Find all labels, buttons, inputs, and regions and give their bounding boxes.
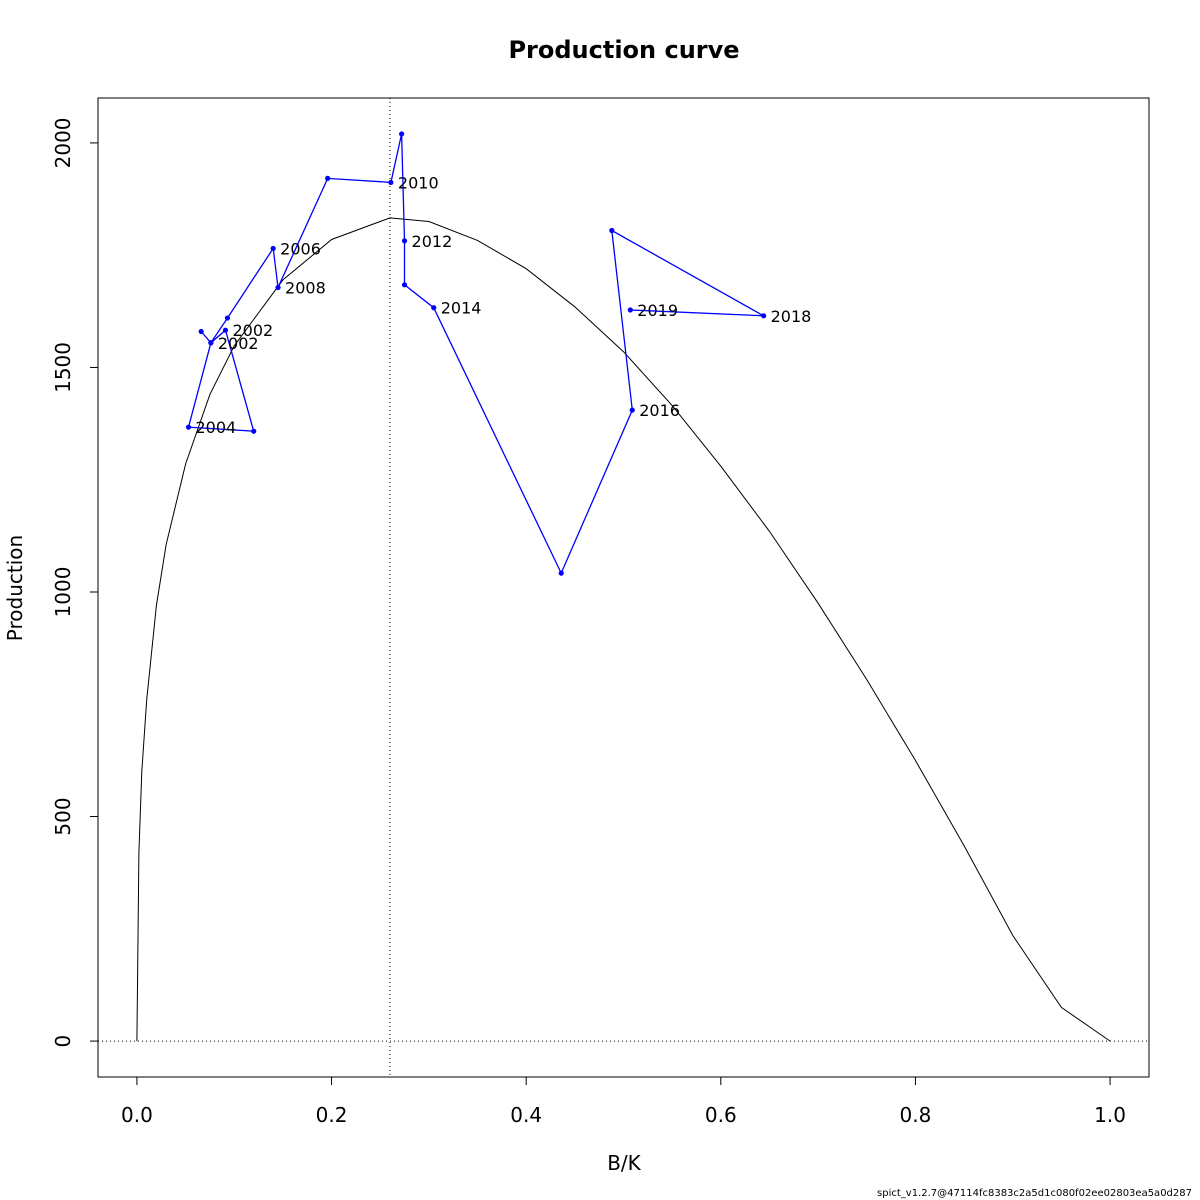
point-label-2014: 2014 xyxy=(441,299,482,318)
x-axis: 0.0 0.2 0.4 0.6 0.8 1.0 xyxy=(121,1076,1126,1127)
plot-frame xyxy=(97,97,1150,1078)
point-label-2018: 2018 xyxy=(771,307,812,326)
y-axis-label: Production xyxy=(3,535,27,641)
x-tick-label-1: 0.2 xyxy=(316,1103,348,1127)
data-point-11 xyxy=(399,131,405,137)
data-point-10 xyxy=(388,179,394,186)
data-point-12 xyxy=(401,238,408,244)
point-label-2010: 2010 xyxy=(398,173,439,192)
point-label-2012: 2012 xyxy=(412,232,453,251)
data-point-14 xyxy=(431,305,437,311)
x-axis-label: B/K xyxy=(607,1151,641,1175)
y-tick-label-2: 1000 xyxy=(51,567,75,618)
data-point-2 xyxy=(222,327,229,333)
point-label-2016: 2016 xyxy=(639,401,680,420)
data-point-6 xyxy=(224,315,231,321)
x-tick-label-5: 1.0 xyxy=(1094,1103,1126,1127)
data-point-7 xyxy=(270,245,276,252)
point-label-2008: 2008 xyxy=(285,279,326,298)
y-tick-label-0: 0 xyxy=(51,1035,75,1048)
data-point-18 xyxy=(761,313,767,319)
y-tick-label-1: 500 xyxy=(51,797,75,835)
reference-lines xyxy=(98,98,1149,1077)
chart-title: Production curve xyxy=(508,36,739,64)
production-curve xyxy=(136,217,1111,1042)
data-point-16 xyxy=(629,407,635,413)
point-label-2002: 2002 xyxy=(232,321,273,340)
data-point-5 xyxy=(208,340,214,346)
data-point-13 xyxy=(401,282,408,288)
data-point-9 xyxy=(325,175,331,181)
data-point-4 xyxy=(185,424,192,430)
data-point-3 xyxy=(251,428,257,434)
data-point-19 xyxy=(627,307,633,313)
point-label-2004: 2004 xyxy=(196,418,237,437)
y-axis: 0 500 1000 1500 2000 xyxy=(51,117,99,1048)
series-line xyxy=(187,133,764,575)
y-tick-label-3: 1500 xyxy=(51,342,75,393)
data-point-17 xyxy=(609,227,615,234)
x-tick-label-0: 0.0 xyxy=(121,1103,153,1127)
data-point-15 xyxy=(558,570,564,576)
x-tick-label-2: 0.4 xyxy=(510,1103,542,1127)
production-curve-line xyxy=(136,217,1111,1042)
x-tick-label-3: 0.6 xyxy=(705,1103,737,1127)
data-point-0 xyxy=(198,328,204,335)
point-label-2006: 2006 xyxy=(280,239,321,258)
version-footnote: spict_v1.2.7@47114fc8383c2a5d1c080f02ee0… xyxy=(877,1188,1192,1199)
y-tick-label-4: 2000 xyxy=(51,117,75,168)
data-point-8 xyxy=(275,284,281,291)
point-label-2002: 2002 xyxy=(218,334,259,353)
point-label-2019: 2019 xyxy=(637,301,678,320)
x-tick-label-4: 0.8 xyxy=(900,1103,932,1127)
